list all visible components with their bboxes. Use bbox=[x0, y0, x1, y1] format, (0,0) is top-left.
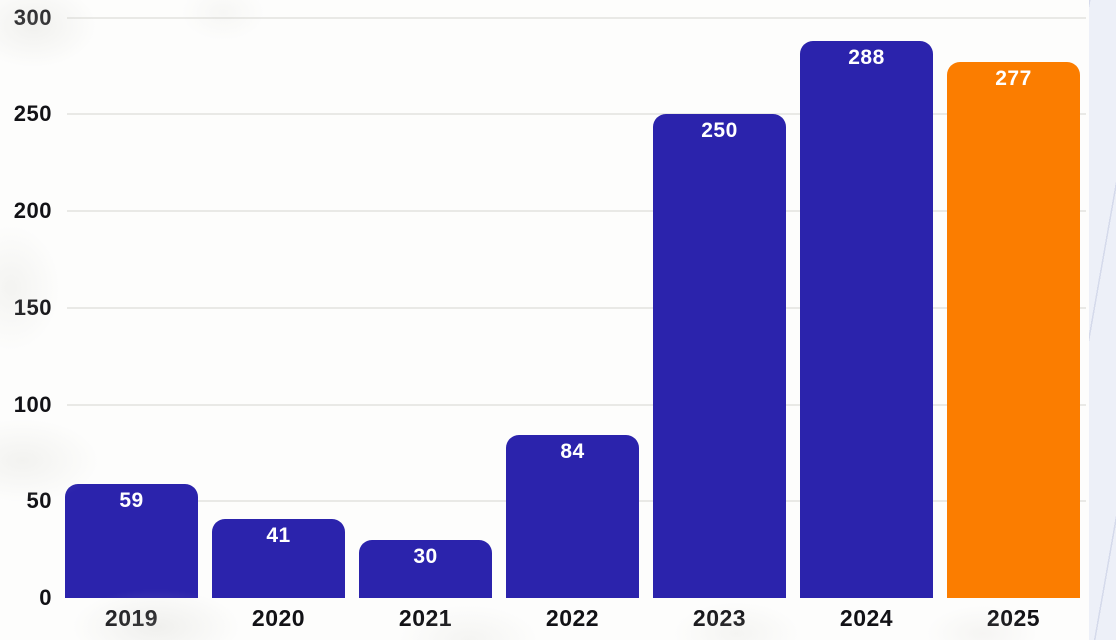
y-tick-label-200: 200 bbox=[13, 198, 52, 223]
gridline-200 bbox=[67, 210, 1086, 212]
bar-value-label-2020: 41 bbox=[266, 523, 291, 547]
y-tick-label-300: 300 bbox=[13, 4, 52, 30]
bar-2021: 30 bbox=[359, 539, 492, 598]
y-tick-label-50: 50 bbox=[26, 488, 52, 514]
bar-value-label-2025: 277 bbox=[995, 67, 1032, 90]
x-tick-label-2025: 2025 bbox=[986, 605, 1041, 631]
x-tick-label-2020: 2020 bbox=[251, 605, 306, 631]
gridline-100 bbox=[67, 403, 1086, 406]
bar-value-label-2023: 250 bbox=[701, 119, 738, 143]
y-tick-label-0: 0 bbox=[39, 585, 52, 610]
x-tick-label-2021: 2021 bbox=[398, 605, 453, 631]
bar-value-label-2022: 84 bbox=[560, 440, 585, 464]
gridline-250 bbox=[67, 113, 1086, 116]
background-right-band bbox=[1089, 0, 1116, 640]
x-tick-label-2024: 2024 bbox=[839, 605, 894, 631]
bar-2019: 59 bbox=[65, 483, 198, 598]
bar-value-label-2021: 30 bbox=[413, 544, 438, 568]
y-tick-label-100: 100 bbox=[13, 391, 52, 417]
bar-2023: 250 bbox=[653, 114, 786, 598]
x-tick-label-2019: 2019 bbox=[104, 605, 159, 631]
bar-2020: 41 bbox=[212, 518, 345, 598]
gridline-150 bbox=[67, 306, 1086, 309]
bar-2024: 288 bbox=[800, 40, 933, 598]
y-tick-label-150: 150 bbox=[13, 294, 52, 320]
y-tick-label-250: 250 bbox=[13, 101, 52, 127]
bar-2022: 84 bbox=[506, 435, 639, 598]
gridline-300 bbox=[67, 16, 1086, 19]
bar-value-label-2019: 59 bbox=[119, 488, 144, 512]
x-tick-label-2023: 2023 bbox=[692, 605, 747, 631]
bar-value-label-2024: 288 bbox=[848, 45, 885, 69]
bar-2025: 277 bbox=[947, 62, 1080, 598]
x-tick-label-2022: 2022 bbox=[545, 605, 600, 631]
